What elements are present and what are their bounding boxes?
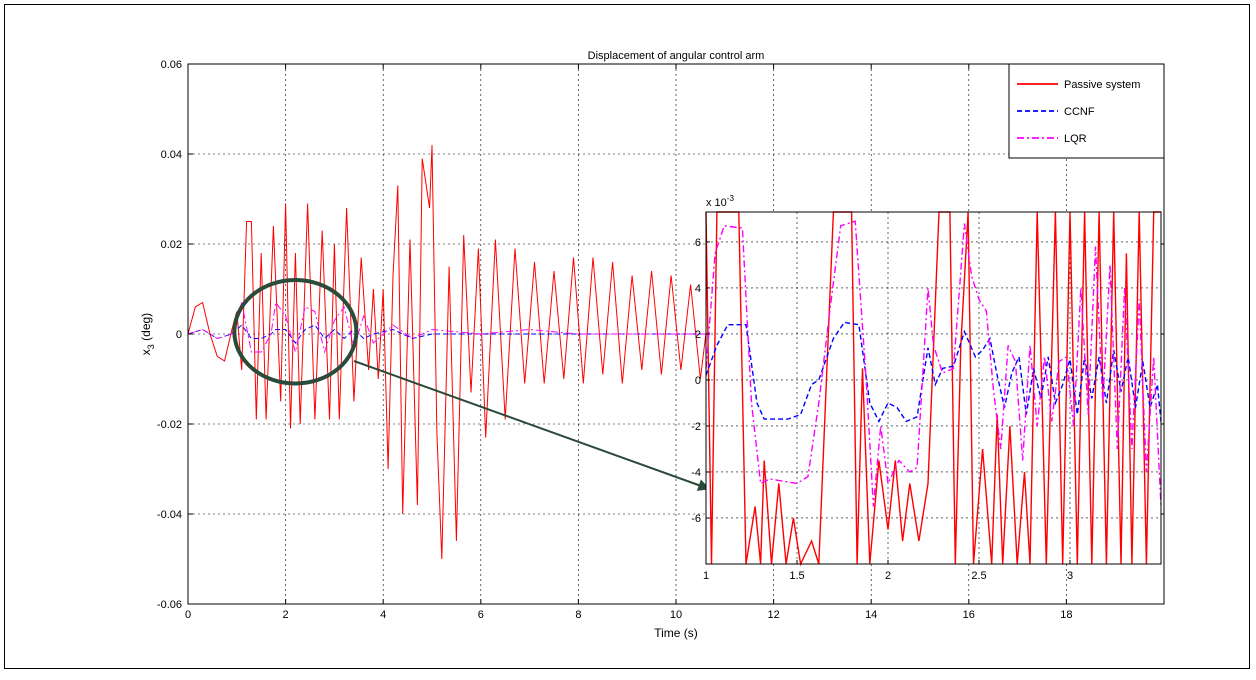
- series-line-lqr: [187, 301, 711, 354]
- main-x-tick-label: 6: [478, 609, 484, 621]
- main-x-tick-label: 2: [283, 609, 289, 621]
- main-lines: [187, 144, 711, 560]
- zoom-annotation: [232, 278, 711, 491]
- inset-y-tick-label: -4: [691, 467, 701, 479]
- y-axis-label: x3 (deg): [139, 313, 156, 355]
- series-line-passive-system: [187, 144, 711, 560]
- main-x-tick-label: 8: [575, 609, 581, 621]
- inset-multiplier: x 10-3: [706, 194, 734, 209]
- inset-x-tick-label: 2.5: [971, 570, 986, 582]
- main-x-tick-label: 16: [963, 609, 975, 621]
- inset-x-tick-label: 2: [885, 570, 891, 582]
- main-x-tick-label: 14: [865, 609, 877, 621]
- inset-y-tick-label: 2: [695, 329, 701, 341]
- main-y-tick-label: 0.06: [161, 59, 182, 71]
- inset-y-tick-label: 6: [695, 237, 701, 249]
- y-axis-label-main: x: [139, 349, 153, 355]
- inset-x-tick-label: 3: [1067, 570, 1073, 582]
- main-ticks: 0 2 4 6 8 10 12 14 16 18-0.06-0.04-0.0200.020.040…: [157, 59, 1164, 621]
- inset-y-tick-label: -2: [691, 421, 701, 433]
- main-y-tick-label: 0: [176, 329, 182, 341]
- legend-label: CCNF: [1064, 106, 1095, 118]
- inset-x-tick-label: 1.5: [789, 570, 804, 582]
- main-y-tick-label: 0.04: [161, 149, 182, 161]
- inset-axes-border: [705, 211, 1162, 565]
- y-axis-label-rest: (deg): [139, 313, 153, 344]
- main-x-tick-label: 10: [670, 609, 682, 621]
- inset-lines: [705, 211, 1162, 567]
- inset-series-line-lqr: [705, 220, 1162, 507]
- main-x-tick-label: 12: [767, 609, 779, 621]
- main-x-tick-label: 18: [1060, 609, 1072, 621]
- zoom-arrow-line: [353, 360, 711, 491]
- main-x-tick-label: 4: [380, 609, 386, 621]
- y-axis-label-sub: 3: [146, 344, 156, 349]
- y-axis-label-group: x3 (deg): [139, 313, 156, 355]
- legend-label: Passive system: [1064, 79, 1140, 91]
- inset-series-line-passive-system: [705, 211, 1161, 567]
- chart-title: Displacement of angular control arm: [588, 50, 765, 62]
- inset-y-tick-label: 4: [695, 283, 701, 295]
- legend-label: LQR: [1064, 133, 1087, 145]
- inset-ticks: 1 1.5 2 2.5 3 -6 -4 -2 0 2 4 6: [691, 237, 1073, 582]
- inset-multiplier-base: x 10: [706, 197, 727, 209]
- inset-x-tick-label: 1: [703, 570, 709, 582]
- inset-y-tick-label: 0: [695, 375, 701, 387]
- x-axis-label: Time (s): [654, 626, 698, 640]
- main-y-tick-label: -0.02: [157, 419, 182, 431]
- main-y-tick-label: -0.06: [157, 599, 182, 611]
- inset-multiplier-exp: -3: [727, 194, 735, 203]
- zoom-ellipse: [232, 278, 359, 386]
- main-y-tick-label: 0.02: [161, 239, 182, 251]
- main-x-tick-label: 0: [185, 609, 191, 621]
- figure-frame: [4, 4, 1250, 669]
- inset-y-tick-label: -6: [691, 513, 701, 525]
- main-y-tick-label: -0.04: [157, 509, 182, 521]
- legend: Passive system CCNF LQR: [1008, 63, 1165, 159]
